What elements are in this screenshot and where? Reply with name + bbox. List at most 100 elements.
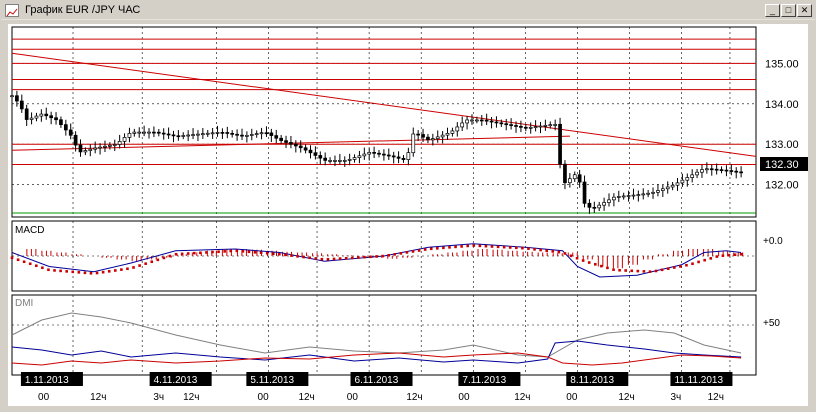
macd-signal-dot bbox=[174, 252, 178, 256]
candle-body bbox=[621, 195, 626, 198]
candle-body bbox=[328, 160, 332, 162]
candle-body bbox=[665, 186, 670, 190]
candle-body bbox=[147, 131, 151, 134]
macd-signal-dot bbox=[490, 245, 494, 248]
hour-label: 12ч bbox=[90, 392, 106, 403]
candle-body bbox=[98, 146, 102, 149]
macd-signal-dot bbox=[508, 246, 512, 249]
candle-body bbox=[489, 120, 494, 123]
macd-label: MACD bbox=[15, 225, 44, 236]
candle-body bbox=[499, 122, 504, 125]
hour-label: 12ч bbox=[298, 392, 314, 403]
candle-body bbox=[543, 124, 548, 127]
candle-body bbox=[205, 132, 210, 135]
candle-body bbox=[73, 134, 78, 146]
candle-body bbox=[705, 168, 709, 171]
macd-signal-dot bbox=[192, 251, 196, 255]
macd-signal-dot bbox=[199, 251, 202, 255]
macd-signal-dot bbox=[521, 246, 524, 250]
candle-body bbox=[430, 138, 435, 141]
candle-body bbox=[264, 132, 269, 135]
macd-signal-dot bbox=[107, 270, 111, 273]
candle-body bbox=[362, 153, 367, 157]
candle-body bbox=[88, 148, 93, 151]
macd-signal-dot bbox=[217, 250, 220, 254]
macd-signal-dot bbox=[436, 247, 439, 250]
candle-body bbox=[528, 126, 533, 129]
current-price-label: 132.30 bbox=[765, 159, 799, 171]
candle-body bbox=[656, 190, 660, 193]
macd-signal-dot bbox=[338, 257, 342, 260]
candle-body bbox=[171, 134, 176, 137]
candle-body bbox=[245, 135, 249, 137]
date-label: 8.11.2013 bbox=[570, 375, 614, 386]
macd-signal-dot bbox=[527, 247, 530, 250]
candle-body bbox=[103, 145, 107, 148]
candle-body bbox=[475, 119, 479, 122]
candle-body bbox=[181, 135, 186, 137]
candle-body bbox=[161, 132, 166, 135]
price-scale[interactable]: 135.00 134.00 133.00 132.00 132.30 +0.0 +50 bbox=[760, 24, 808, 406]
close-button[interactable]: ✕ bbox=[797, 4, 812, 17]
candle-body bbox=[445, 133, 450, 136]
candle-body bbox=[553, 124, 558, 126]
macd-signal-dot bbox=[357, 256, 360, 259]
candle-body bbox=[122, 137, 127, 142]
macd-signal-dot bbox=[47, 268, 50, 272]
minimize-button[interactable]: _ bbox=[765, 4, 780, 17]
macd-signal-dot bbox=[709, 257, 713, 260]
candle-body bbox=[34, 115, 39, 119]
maximize-button[interactable]: □ bbox=[781, 4, 796, 17]
candle-body bbox=[210, 132, 215, 135]
trendline bbox=[11, 52, 757, 157]
candle-body bbox=[391, 155, 396, 158]
macd-signal-dot bbox=[387, 253, 391, 257]
price-tick-label: 135.00 bbox=[765, 58, 799, 70]
candle-body bbox=[186, 134, 191, 137]
candle-body bbox=[607, 199, 611, 203]
macd-signal-dot bbox=[180, 252, 184, 256]
macd-signal-dot bbox=[417, 249, 421, 252]
chart-area[interactable]: MACD DMI 1.11.2013 4.11.2013 5.11.2013 6.11… bbox=[8, 24, 760, 406]
macd-signal-dot bbox=[672, 266, 676, 269]
candle-body bbox=[416, 133, 421, 136]
macd-signal-dot bbox=[235, 249, 239, 253]
candle-body bbox=[509, 124, 513, 126]
candle-body bbox=[739, 171, 743, 174]
macd-signal-dot bbox=[563, 252, 567, 255]
candle-body bbox=[15, 95, 19, 102]
macd-signal-dot bbox=[65, 270, 68, 273]
candle-body bbox=[660, 188, 665, 191]
price-tick-label: 132.00 bbox=[765, 180, 799, 192]
macd-signal-dot bbox=[442, 246, 445, 250]
candle-body bbox=[597, 204, 602, 209]
candle-body bbox=[680, 179, 685, 184]
macd-signal-dot bbox=[600, 264, 603, 268]
macd-signal-dot bbox=[156, 258, 160, 262]
candle-body bbox=[572, 174, 577, 180]
macd-signal-dot bbox=[375, 255, 378, 258]
maximize-icon: □ bbox=[785, 5, 792, 15]
candle-body bbox=[484, 119, 489, 122]
candle-body bbox=[538, 125, 543, 128]
candle-body bbox=[240, 134, 244, 137]
candle-body bbox=[455, 126, 460, 132]
macd-signal-dot bbox=[569, 254, 573, 258]
candle-body bbox=[289, 142, 293, 145]
candle-body bbox=[176, 135, 181, 138]
candle-body bbox=[646, 192, 650, 195]
title-bar[interactable]: График EUR /JPY ЧАС _ □ ✕ bbox=[1, 1, 815, 20]
candle-body bbox=[156, 131, 161, 134]
candle-body bbox=[347, 159, 352, 161]
close-icon: ✕ bbox=[800, 5, 809, 15]
macd-signal-dot bbox=[484, 244, 488, 248]
candle-body bbox=[465, 119, 469, 124]
time-axis: 1.11.2013 4.11.2013 5.11.2013 6.11.2013 7.11… bbox=[20, 372, 733, 403]
candle-body bbox=[29, 117, 34, 120]
chart-canvas[interactable]: MACD DMI 1.11.2013 4.11.2013 5.11.2013 6.11… bbox=[8, 24, 760, 406]
candle-body bbox=[59, 119, 63, 125]
candle-body bbox=[372, 151, 376, 154]
dmi-plot bbox=[11, 312, 742, 366]
macd-signal-dot bbox=[344, 256, 348, 260]
